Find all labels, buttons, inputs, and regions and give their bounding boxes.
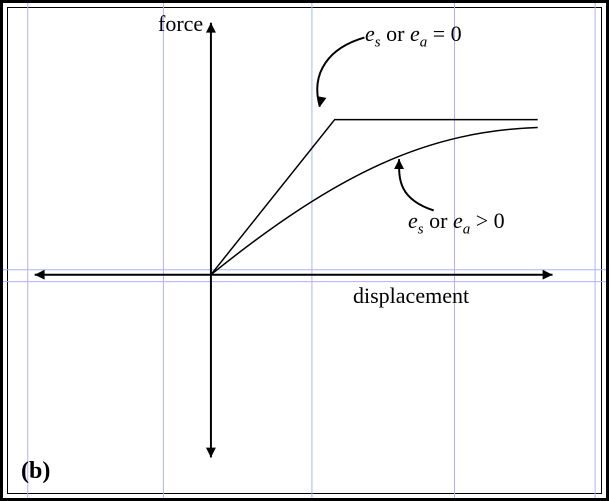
panel-label: (b) bbox=[21, 458, 50, 485]
plot-svg bbox=[3, 3, 606, 498]
gt-zero-label: es or ea > 0 bbox=[408, 208, 505, 238]
eq-zero-label: es or ea = 0 bbox=[365, 21, 462, 51]
x-axis-label: displacement bbox=[353, 283, 469, 309]
diagram-frame: force displacement es or ea = 0 es or ea… bbox=[0, 0, 609, 501]
y-axis-label: force bbox=[158, 11, 203, 37]
